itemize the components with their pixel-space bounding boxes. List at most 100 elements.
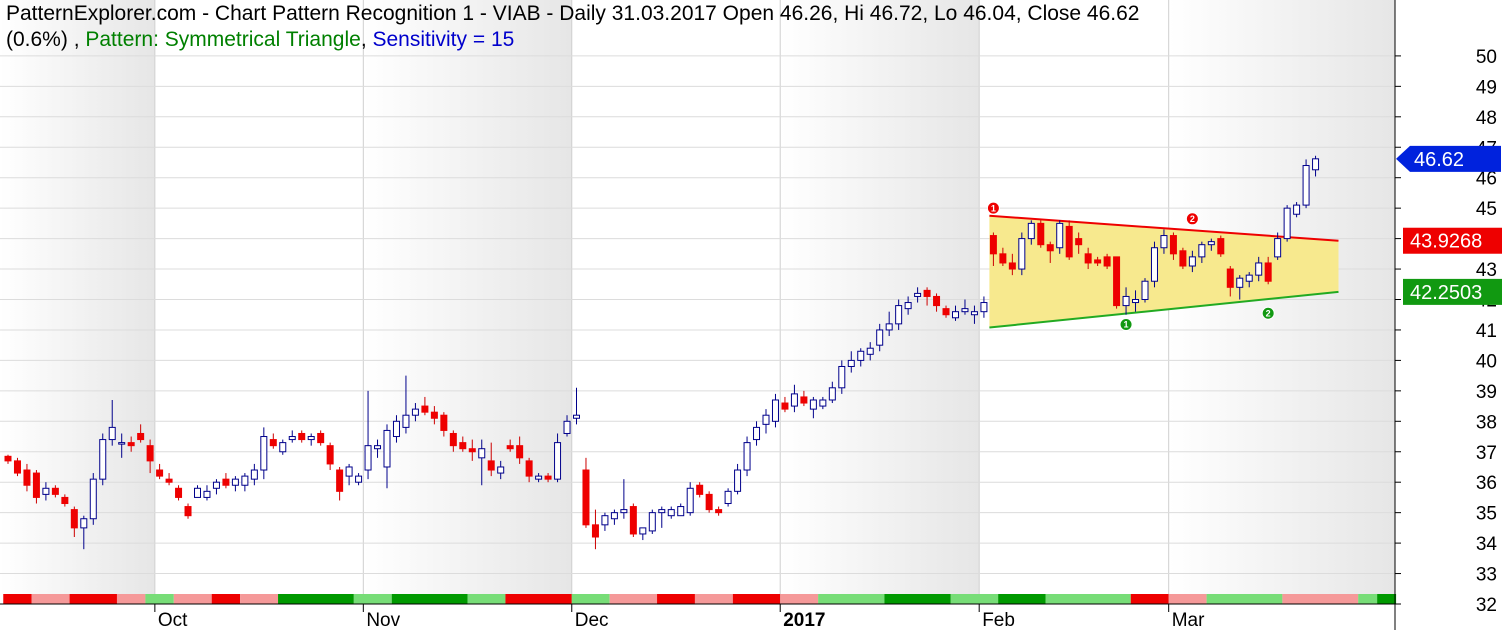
price-tags: 46.62 43.9268 42.2503 — [1396, 145, 1502, 305]
candle-body — [743, 442, 751, 471]
candle-body — [923, 289, 931, 297]
trend-band-segment — [69, 594, 117, 604]
candle-down — [933, 293, 941, 312]
y-tick-label: 45 — [1476, 199, 1497, 220]
candle-up — [762, 409, 770, 434]
candle-up — [1150, 241, 1158, 288]
candle-body — [459, 442, 467, 450]
candle-down — [591, 509, 599, 550]
candle-up — [478, 439, 486, 486]
pattern-point-marker — [986, 201, 1000, 215]
candle-body — [1226, 268, 1234, 288]
candle-down — [326, 442, 334, 471]
month-label: 2017 — [783, 610, 825, 630]
candle-body — [895, 305, 903, 325]
candle-body — [269, 439, 277, 447]
candle-body — [980, 302, 988, 313]
candle-up — [42, 482, 50, 501]
candle-body — [866, 347, 874, 355]
candle-up — [601, 512, 609, 531]
y-tick-label: 38 — [1476, 412, 1497, 433]
price-tag-label: 43.9268 — [1410, 231, 1482, 253]
resistance-line — [989, 214, 1339, 242]
candle-body — [828, 387, 836, 401]
candle-body — [99, 439, 107, 480]
candle-up — [961, 299, 969, 315]
month-label: Oct — [158, 610, 188, 630]
candle-down — [269, 433, 277, 449]
month-shade — [0, 0, 155, 604]
separator: , — [67, 28, 86, 51]
candle-body — [696, 484, 704, 495]
candle-body — [231, 478, 239, 486]
candle-body — [1037, 222, 1045, 246]
candle-body — [809, 399, 817, 410]
candle-up — [743, 436, 751, 477]
candle-down — [525, 457, 533, 483]
trend-band-segment — [467, 594, 506, 604]
candle-down — [1217, 235, 1225, 257]
candle-body — [307, 436, 315, 441]
candle-up — [1255, 256, 1263, 282]
pattern-point-marker — [1261, 306, 1275, 320]
candle-up — [1312, 155, 1320, 177]
trend-band-segment — [1130, 594, 1169, 604]
candle-body — [364, 445, 372, 471]
candle-up — [790, 384, 798, 413]
candle-body — [667, 509, 675, 517]
candle-body — [1075, 238, 1083, 246]
chart-title-text: PatternExplorer.com - Chart Pattern Reco… — [6, 2, 1140, 25]
trend-band-segment — [780, 594, 819, 604]
candle-up — [260, 427, 268, 480]
candle-body — [13, 460, 21, 474]
candle-body — [374, 445, 382, 450]
y-tick-label: 34 — [1476, 534, 1498, 555]
candle-up — [952, 305, 959, 321]
candle-up — [970, 305, 978, 324]
price-tag-support: 42.2503 — [1403, 278, 1502, 305]
candle-down — [629, 503, 637, 538]
candle-up — [866, 342, 874, 361]
candle-down — [544, 473, 552, 483]
candle-body — [1056, 222, 1064, 249]
candle-up — [1236, 275, 1244, 300]
candle-up — [118, 433, 126, 458]
candle-body — [326, 445, 334, 465]
candle-body — [1150, 247, 1158, 282]
candle-down — [1037, 220, 1045, 248]
candle-down — [13, 457, 21, 477]
candle-down — [989, 232, 997, 267]
candle-down — [781, 396, 789, 413]
candle-body — [497, 466, 505, 474]
candle-down — [506, 439, 514, 452]
trend-band-segment — [1377, 594, 1397, 604]
trend-band-segment — [657, 594, 695, 604]
candle-down — [430, 406, 438, 425]
candle-body — [942, 308, 950, 316]
chart-subtitle: (0.6%) , Pattern: Symmetrical Triangle, … — [6, 28, 514, 52]
y-tick-label: 39 — [1476, 382, 1497, 403]
candle-body — [1302, 165, 1310, 206]
price-tag-shape — [1403, 278, 1502, 305]
candle-body — [1160, 235, 1168, 249]
candle-body — [563, 420, 571, 434]
candle-body — [411, 408, 419, 416]
candle-down — [1103, 253, 1111, 270]
candle-up — [1132, 290, 1140, 312]
y-tick-label: 49 — [1476, 77, 1497, 98]
trend-band-segment — [884, 594, 951, 604]
candle-down — [175, 485, 183, 501]
y-axis-ticks: 323334353637383940414243454647484950 — [1395, 47, 1497, 616]
candle-body — [4, 455, 12, 462]
trend-band-segment — [1206, 594, 1283, 604]
candle-body — [80, 518, 88, 529]
y-tick-label: 37 — [1476, 443, 1497, 464]
trend-band-segment — [694, 594, 733, 604]
candle-body — [222, 478, 230, 486]
candle-down — [516, 436, 524, 464]
candle-up — [885, 311, 893, 337]
candle-up — [904, 296, 912, 315]
candle-body — [734, 469, 742, 492]
candle-up — [402, 375, 410, 434]
candle-up — [212, 479, 220, 495]
